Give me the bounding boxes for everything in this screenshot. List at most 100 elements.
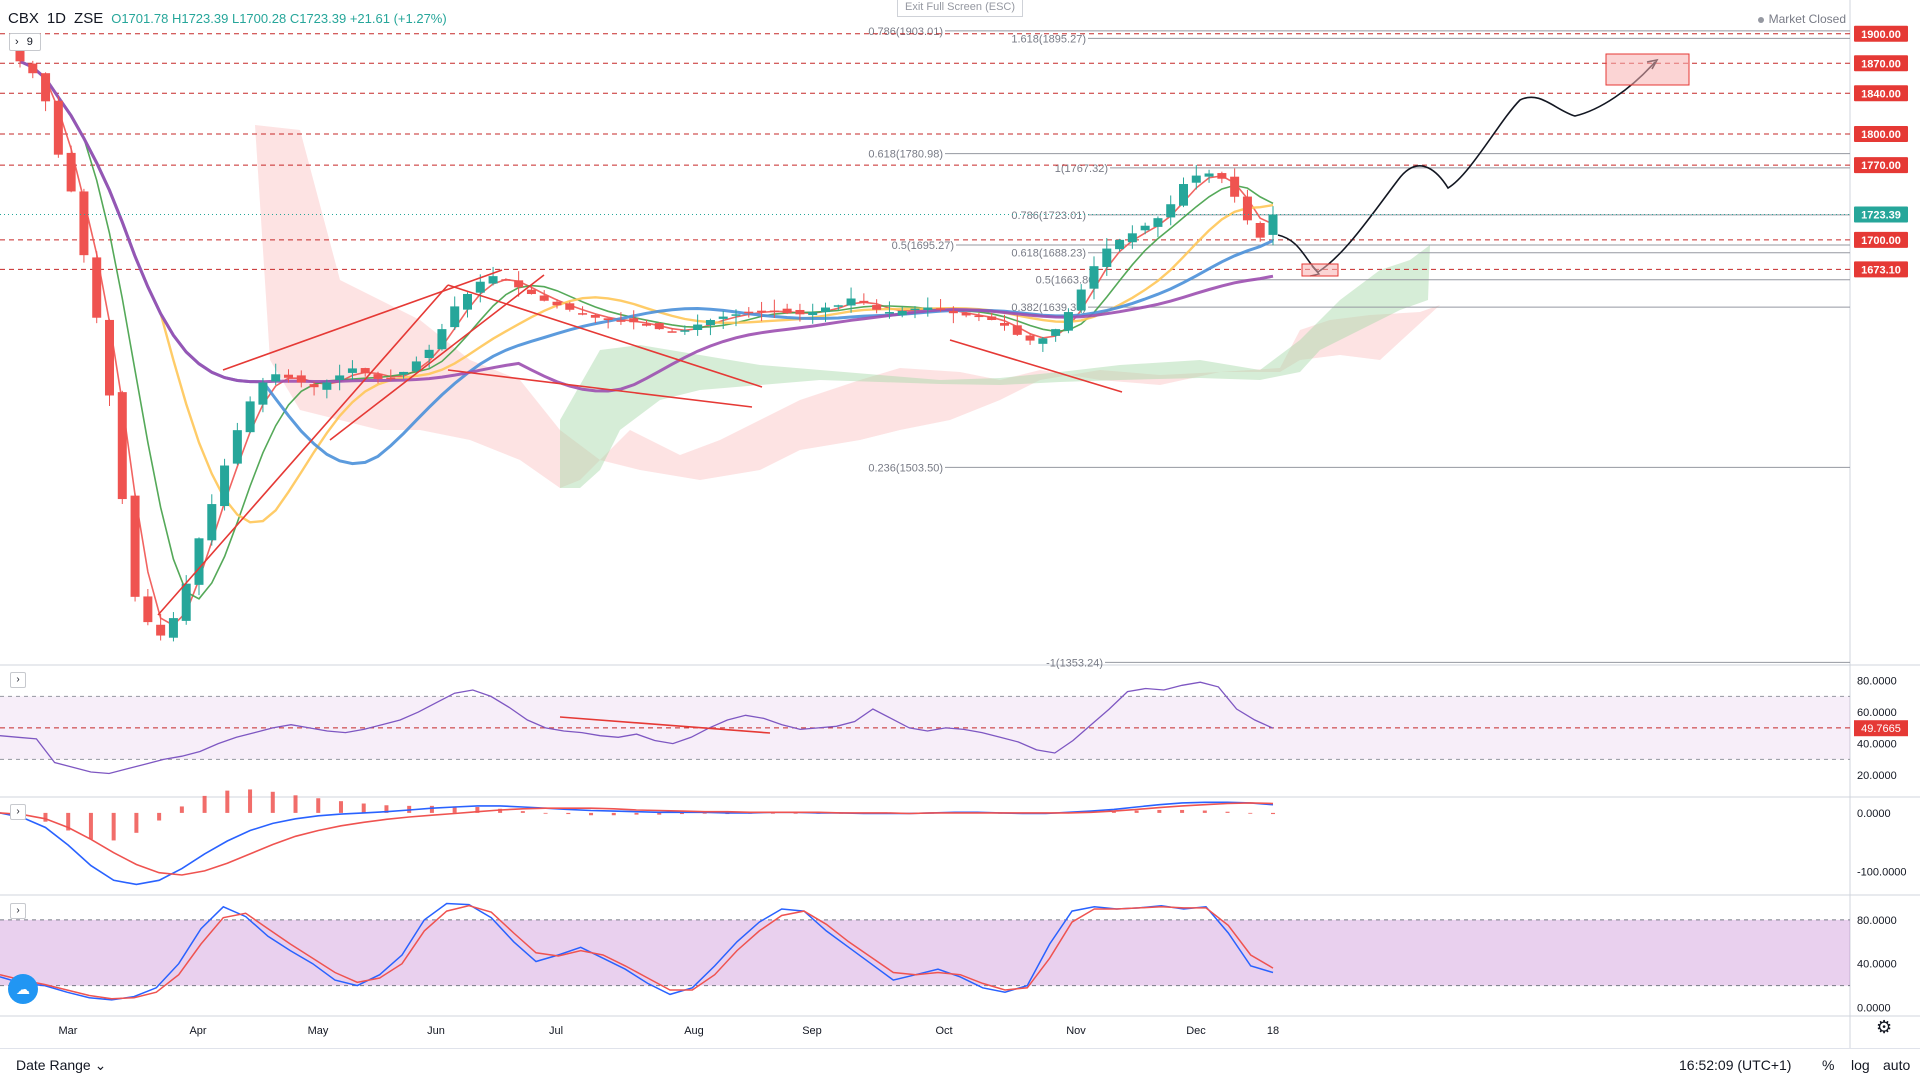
open-value: O1701.78 bbox=[111, 11, 169, 26]
gear-icon[interactable]: ⚙ bbox=[1876, 1017, 1893, 1037]
y-tick-label: 40.0000 bbox=[1857, 959, 1897, 971]
ascending-trendline[interactable] bbox=[157, 284, 449, 616]
candle-body bbox=[386, 377, 396, 380]
tradingview-logo-icon[interactable]: ☁ bbox=[8, 974, 38, 1004]
exit-fullscreen-button[interactable]: Exit Full Screen (ESC) bbox=[897, 0, 1024, 17]
fib-level-label: 0.5(1695.27) bbox=[892, 240, 954, 252]
chevron-right-icon: › bbox=[15, 36, 19, 48]
candle-body bbox=[974, 315, 984, 318]
candle-body bbox=[501, 279, 511, 281]
candle-body bbox=[578, 313, 588, 315]
macd-signal-line bbox=[0, 802, 1274, 876]
date-range-button[interactable]: Date Range ⌄ bbox=[16, 1057, 106, 1074]
candle-body bbox=[1255, 223, 1265, 238]
market-status: Market Closed bbox=[1757, 12, 1846, 26]
triangle-upper-line[interactable] bbox=[447, 284, 763, 388]
interval[interactable]: 1D bbox=[46, 10, 67, 27]
candle-body bbox=[53, 100, 63, 155]
log-scale-button[interactable]: log bbox=[1851, 1057, 1870, 1073]
stoch-k-line bbox=[0, 902, 1274, 1001]
x-tick-label: Dec bbox=[1186, 1025, 1206, 1037]
candle-body bbox=[680, 330, 690, 332]
candle-body bbox=[168, 618, 178, 638]
time-axis[interactable]: Mar Apr May Jun Jul Aug Sep Oct Nov Dec 18 bbox=[59, 1025, 1280, 1037]
macd-histogram-bar bbox=[1111, 811, 1116, 813]
horizontal-levels[interactable]: 1900.00 1870.00 1840.00 1800.00 1770.00 1700.… bbox=[0, 25, 1908, 278]
candle-body bbox=[731, 314, 741, 316]
low-value: L1700.28 bbox=[231, 11, 287, 26]
rsi-line bbox=[0, 681, 1274, 775]
auto-scale-button[interactable]: auto bbox=[1883, 1057, 1911, 1073]
candle-body bbox=[207, 504, 217, 541]
triangle-lower-line[interactable] bbox=[447, 369, 753, 408]
projection-drawing[interactable] bbox=[1277, 53, 1690, 277]
rsi-collapse-button[interactable]: › bbox=[10, 672, 26, 688]
candle-body bbox=[1025, 335, 1035, 341]
candle-body bbox=[526, 289, 536, 295]
fib-level-label: 0.786(1903.01) bbox=[868, 26, 943, 38]
candle-body bbox=[411, 361, 421, 372]
x-tick-label: Sep bbox=[802, 1025, 822, 1037]
candle-body bbox=[475, 281, 485, 293]
symbol-name[interactable]: CBX bbox=[8, 10, 39, 27]
x-tick-label: May bbox=[308, 1025, 329, 1037]
candle-body bbox=[92, 257, 102, 318]
fib-level-label: 1(1767.32) bbox=[1055, 163, 1108, 175]
stoch-band bbox=[0, 919, 1850, 986]
candle-body bbox=[1242, 196, 1252, 221]
candle-body bbox=[1230, 176, 1240, 197]
stoch-collapse-button[interactable]: › bbox=[10, 903, 26, 919]
rsi-pane[interactable]: 80.0000 60.0000 40.0000 20.0000 49.7665 bbox=[0, 676, 1908, 783]
macd-histogram-bar bbox=[202, 795, 207, 813]
ichimoku-cloud-bearish bbox=[255, 125, 1440, 488]
candle-body bbox=[705, 320, 715, 326]
stochastic-pane[interactable]: 80.0000 40.0000 0.0000 bbox=[0, 902, 1897, 1015]
candle-body bbox=[335, 375, 345, 380]
candle-body bbox=[437, 329, 447, 350]
y-tick-label: 80.0000 bbox=[1857, 915, 1897, 927]
candle-body bbox=[552, 301, 562, 306]
fibonacci-retracement[interactable]: 0.786(1903.01) 1.618(1895.27) 0.618(1780.9… bbox=[868, 26, 1850, 670]
moving-averages bbox=[19, 59, 1274, 627]
symbol-header[interactable]: CBX 1D ZSE O1701.78 H1723.39 L1700.28 C1… bbox=[8, 10, 447, 27]
indicators-toggle[interactable]: › 9 bbox=[9, 33, 41, 51]
candle-body bbox=[488, 276, 498, 284]
rsi-divergence-line[interactable] bbox=[559, 716, 771, 734]
trendline-drawings[interactable] bbox=[157, 269, 1123, 616]
candle-body bbox=[693, 324, 703, 330]
candle-body bbox=[961, 312, 971, 316]
price-level-tag bbox=[1854, 25, 1908, 42]
macd-histogram-bar bbox=[293, 795, 298, 813]
macd-histogram-bar bbox=[634, 812, 639, 815]
candle-body bbox=[833, 305, 843, 307]
ohlc-values: O1701.78 H1723.39 L1700.28 C1723.39 +21.… bbox=[111, 11, 446, 26]
candle-body bbox=[744, 311, 754, 314]
macd-histogram-bar bbox=[1180, 809, 1185, 813]
macd-histogram-bar bbox=[111, 812, 116, 841]
candle-body bbox=[1102, 248, 1112, 267]
channel-line[interactable] bbox=[329, 274, 545, 441]
macd-histogram-bar bbox=[475, 807, 480, 813]
macd-collapse-button[interactable]: › bbox=[10, 804, 26, 820]
macd-histogram-bar bbox=[1202, 810, 1207, 813]
entry-zone[interactable] bbox=[1301, 263, 1339, 277]
percent-scale-button[interactable]: % bbox=[1822, 1057, 1835, 1073]
clock[interactable]: 16:52:09 (UTC+1) bbox=[1679, 1057, 1792, 1073]
candle-body bbox=[782, 308, 792, 314]
macd-pane[interactable]: 0.0000 -100.0000 bbox=[0, 789, 1907, 886]
candle-body bbox=[1076, 289, 1086, 311]
price-level-label: 1900.00 bbox=[1861, 29, 1901, 41]
x-tick-label: 18 bbox=[1267, 1025, 1279, 1037]
candle-body bbox=[1038, 338, 1048, 344]
descending-trendline[interactable] bbox=[949, 339, 1123, 393]
candle-body bbox=[284, 374, 293, 378]
candle-body bbox=[1153, 218, 1163, 227]
macd-histogram-bar bbox=[566, 812, 571, 815]
macd-histogram-bar bbox=[429, 805, 434, 813]
macd-histogram-bar bbox=[770, 812, 775, 814]
macd-histogram-bar bbox=[611, 812, 616, 816]
candle-body bbox=[232, 430, 242, 464]
target-zone[interactable] bbox=[1605, 53, 1690, 86]
